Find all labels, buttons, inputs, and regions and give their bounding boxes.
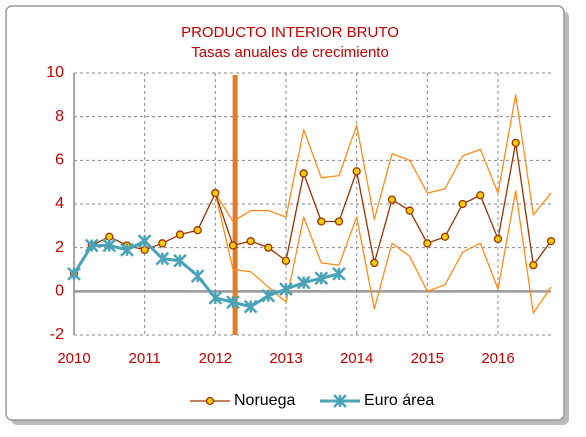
series-line [214,190,552,314]
x-tick-label: 2015 [411,350,444,367]
y-tick-label: 0 [55,283,64,300]
point [137,234,152,249]
point [296,275,311,290]
point [175,230,185,239]
point [228,241,238,250]
point [529,260,538,270]
y-tick-label: 2 [55,239,64,256]
chart-title: PRODUCTO INTERIOR BRUTO [181,24,399,41]
series-line [73,142,552,275]
x-tick-label: 2016 [481,350,514,367]
point [190,269,205,283]
y-tick-label: 6 [55,152,64,169]
x-tick-label: 2011 [129,350,161,367]
point [314,271,329,286]
x-tick-label: 2013 [269,350,302,367]
x-tick-label: 2012 [199,350,232,367]
point [281,256,291,265]
point [261,288,276,303]
point [243,299,258,314]
point [173,253,187,268]
point [333,394,347,408]
y-tick-label: -2 [50,326,64,343]
point [158,239,167,248]
x-tick-label: 2010 [57,350,90,367]
point [155,251,170,266]
x-tick-label: 2014 [340,350,373,367]
point [352,167,361,176]
point [246,236,255,246]
point [458,199,467,209]
chart-subtitle: Tasas anuales de crecimiento [191,44,389,61]
frame [5,5,565,421]
point [317,217,326,226]
point [140,245,149,255]
point [440,232,450,241]
series-line [214,94,552,223]
point [193,226,202,235]
point [279,282,293,297]
point [511,138,520,148]
point [387,195,397,204]
point [208,290,223,305]
point [423,239,432,248]
point [105,232,114,241]
y-tick-label: 10 [46,64,64,81]
point [405,206,414,215]
point [334,217,344,226]
point [226,295,240,310]
legend-label: Noruega [234,392,295,409]
point [264,243,273,252]
point [370,258,379,268]
point [84,238,99,253]
point [67,266,81,281]
y-tick-label: 4 [55,195,64,212]
legend-label: Euro área [364,392,434,409]
point [120,242,134,257]
point [205,396,215,406]
legend-item: Noruega [190,392,295,409]
point [299,169,308,178]
point [493,234,503,244]
y-tick-label: 8 [55,108,64,125]
point [102,238,117,253]
point [546,236,556,246]
point [211,188,220,198]
point [476,191,485,200]
legend-item: Euro área [320,392,434,409]
point [332,266,346,281]
series-line [72,239,340,309]
